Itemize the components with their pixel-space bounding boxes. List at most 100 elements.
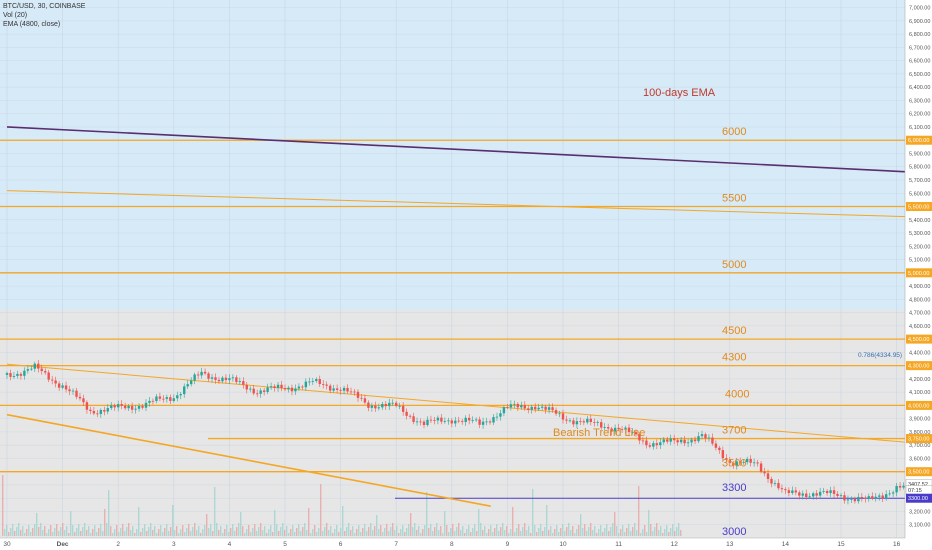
candle-body [123,405,127,409]
volume-bar [418,526,420,536]
volume-bar [412,527,414,536]
volume-bar [460,530,462,536]
y-tick-label: 6,500.00 [909,72,930,78]
volume-bar [552,533,554,536]
volume-bar [386,524,388,536]
candle-body [693,439,697,442]
level-label: 3300 [722,482,746,494]
level-label: 5000 [722,259,746,271]
volume-bar [406,528,408,536]
volume-bar [54,528,56,536]
volume-bar [320,484,322,536]
y-tick-label: 3,600.00 [909,456,930,462]
symbol-title[interactable]: BTC/USD, 30, COINBASE [3,3,86,10]
candle-body [374,405,377,409]
candle-body [183,386,186,395]
volume-bar [30,532,32,536]
volume-bar [616,526,618,536]
volume-bar [336,525,338,536]
candle-body [78,396,82,399]
x-tick-label: 3 [172,541,176,548]
volume-bar [440,526,442,536]
candle-body [686,442,690,444]
candle-body [565,419,568,421]
candle-body [262,390,266,392]
volume-bar [112,533,114,536]
volume-bar [410,513,412,536]
volume-bar [568,523,570,536]
volume-bar [556,525,558,536]
volume-bar [622,525,624,536]
candle-body [30,368,33,370]
volume-bar [540,524,542,536]
volume-bar [210,524,212,536]
candle-body [467,417,471,421]
volume-bar [414,523,416,536]
volume-bar [648,510,650,536]
volume-bar [106,523,108,536]
candle-body [513,403,516,405]
volume-bar [162,532,164,536]
candle-body [429,419,433,421]
candle-body [683,439,686,444]
volume-bar [306,530,308,536]
candle-body [388,402,391,407]
volume-bar [32,528,34,536]
candle-body [155,396,158,401]
volume-bar [466,529,468,536]
candle-body [711,437,714,444]
price-label-box [906,135,932,145]
x-axis-panel [0,538,932,550]
candle-body [766,473,770,479]
volume-bar [78,524,80,536]
x-tick-label: 12 [671,541,679,548]
volume-bar [60,527,62,536]
volume-bar [660,526,662,536]
volume-bar [452,524,454,536]
candle-body [110,405,113,409]
candle-body [148,400,151,403]
volume-bar [384,528,386,536]
volume-bar [28,525,30,536]
candle-body [641,440,645,442]
volume-indicator-label[interactable]: Vol (20) [3,12,28,19]
candle-body [582,421,586,423]
volume-bar [496,524,498,536]
candle-body [551,407,554,411]
y-tick-label: 4,600.00 [909,324,930,330]
candle-body [652,443,655,447]
candle-body [356,391,360,398]
volume-bar [62,523,64,536]
volume-bar [488,529,490,536]
volume-bar [136,529,138,536]
y-axis[interactable]: 7,000.00 6,900.00 6,800.00 6,700.00 6,600.00… [905,6,932,529]
volume-bar [468,525,470,536]
volume-bar [26,529,28,536]
x-tick-label: 7 [394,541,398,548]
channel-line [6,413,491,507]
volume-bar [462,526,464,536]
volume-bar [656,523,658,536]
volume-bar [390,527,392,536]
y-tick-label: 5,200.00 [909,244,930,250]
volume-bar [36,513,38,536]
candle-body [57,383,61,388]
volume-bar [588,527,590,536]
volume-bar [548,530,550,536]
candle-body [308,381,311,383]
volume-bar [270,525,272,536]
x-axis[interactable]: 30 Dec 2 3 4 5 6 7 8 9 10 11 12 13 14 15 16 [3,541,900,548]
ema-indicator-label[interactable]: EMA (4800, close) [3,21,61,28]
volume-bar [580,514,582,536]
candle-body [325,384,328,386]
volume-bar [72,525,74,536]
volume-bar [46,533,48,536]
volume-bar [174,530,176,536]
candle-body [488,421,492,423]
candle-body [172,398,175,401]
volume-bar [526,530,528,536]
volume-bar [312,529,314,536]
horizontal-levels [0,139,905,499]
candle-body [318,379,321,385]
volume-bar [274,510,276,536]
